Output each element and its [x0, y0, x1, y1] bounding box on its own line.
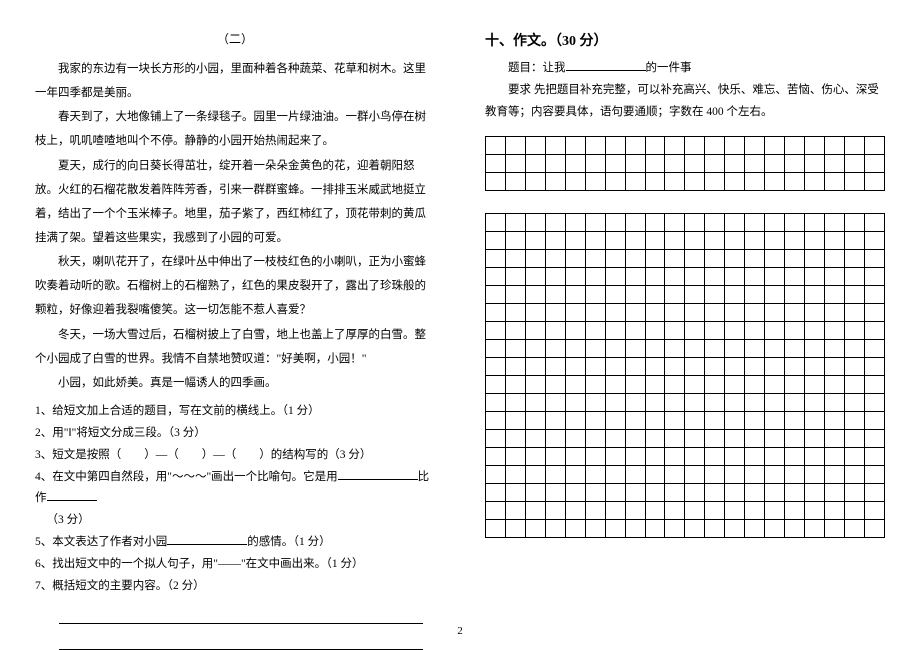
- paragraph: 小园，如此娇美。真是一幅诱人的四季画。: [35, 371, 435, 395]
- essay-grid-area: [485, 136, 885, 538]
- question-4: 4、在文中第四自然段，用"～～～"画出一个比喻句。它是用比作: [35, 467, 435, 511]
- question-5-text-a: 5、本文表达了作者对小园: [35, 536, 167, 548]
- essay-requirement: 要求 先把题目补充完整，可以补充高兴、快乐、难忘、苦恼、伤心、深受教育等；内容要…: [485, 80, 885, 124]
- passage-heading: （二）: [35, 30, 435, 47]
- topic-label: 题目：让我: [508, 62, 566, 74]
- fill-blank[interactable]: [338, 468, 418, 480]
- answer-line[interactable]: [59, 630, 423, 650]
- question-list: 1、给短文加上合适的题目，写在文前的横线上。（1 分） 2、用"‖"将短文分成三…: [35, 401, 435, 650]
- section-title-essay: 十、作文。（30 分）: [485, 30, 885, 50]
- paragraph: 我家的东边有一块长方形的小园，里面种着各种蔬菜、花草和树木。这里一年四季都是美丽…: [35, 57, 435, 105]
- paragraph: 冬天，一场大雪过后，石榴树披上了白雪，地上也盖上了厚厚的白雪。整个小园成了白雪的…: [35, 323, 435, 371]
- question-1: 1、给短文加上合适的题目，写在文前的横线上。（1 分）: [35, 401, 435, 423]
- page-number: 2: [457, 625, 463, 637]
- question-4-text-a: 4、在文中第四自然段，用"～～～"画出一个比喻句。它是用: [35, 471, 338, 483]
- question-5-text-b: 的感情。（1 分）: [247, 536, 330, 548]
- topic-blank[interactable]: [566, 60, 646, 72]
- writing-grid-block-1[interactable]: [485, 136, 885, 191]
- question-7: 7、概括短文的主要内容。（2 分）: [35, 576, 435, 598]
- question-3: 3、短文是按照（ ）—（ ）—（ ）的结构写的（3 分）: [35, 445, 435, 467]
- writing-grid-block-2[interactable]: [485, 213, 885, 538]
- question-2: 2、用"‖"将短文分成三段。（3 分）: [35, 423, 435, 445]
- paragraph: 夏天，成行的向日葵长得茁壮，绽开着一朵朵金黄色的花，迎着朝阳怒放。火红的石榴花散…: [35, 154, 435, 251]
- paragraph: 秋天，喇叭花开了，在绿叶丛中伸出了一枝枝红色的小喇叭，正为小蜜蜂吹奏着动听的歌。…: [35, 250, 435, 322]
- essay-topic: 题目：让我 的一件事: [485, 58, 885, 80]
- question-4-score: （3 分）: [35, 510, 435, 532]
- question-5: 5、本文表达了作者对小园 的感情。（1 分）: [35, 532, 435, 554]
- fill-blank[interactable]: [47, 490, 97, 502]
- answer-line[interactable]: [59, 604, 423, 624]
- paragraph: 春天到了，大地像铺上了一条绿毯子。园里一片绿油油。一群小鸟停在树枝上，叽叽喳喳地…: [35, 105, 435, 153]
- fill-blank[interactable]: [167, 534, 247, 546]
- topic-tail: 的一件事: [646, 62, 692, 74]
- question-6: 6、找出短文中的一个拟人句子，用"——"在文中画出来。（1 分）: [35, 554, 435, 576]
